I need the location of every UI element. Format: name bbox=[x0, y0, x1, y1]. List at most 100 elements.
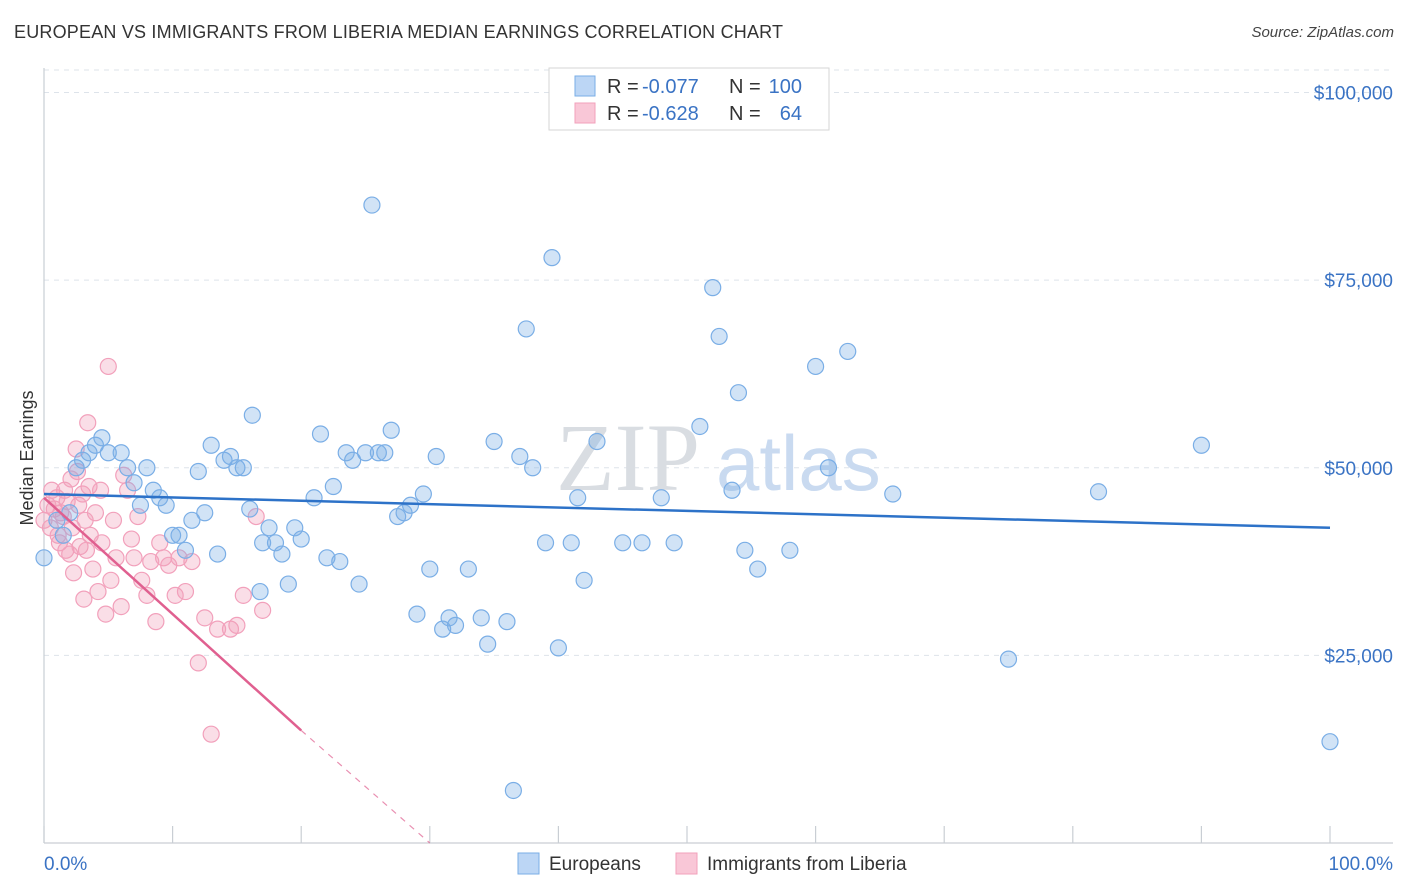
liberia-point bbox=[254, 601, 272, 619]
europeans-point bbox=[93, 429, 111, 447]
europeans-point bbox=[241, 500, 259, 518]
n-value-1: 100 bbox=[769, 76, 802, 98]
europeans-point bbox=[806, 357, 825, 376]
liberia-point bbox=[125, 549, 143, 567]
watermark-zip: ZIP bbox=[556, 404, 700, 511]
europeans-point bbox=[118, 459, 137, 477]
liberia-point bbox=[196, 609, 214, 627]
europeans-point bbox=[575, 571, 593, 589]
europeans-point bbox=[234, 459, 252, 477]
y-axis-label: Median Earnings bbox=[17, 390, 37, 525]
europeans-point bbox=[749, 560, 767, 578]
liberia-point bbox=[89, 582, 107, 601]
europeans-point bbox=[485, 432, 503, 451]
stats-legend-box bbox=[548, 67, 830, 131]
europeans-point bbox=[427, 447, 445, 466]
europeans-point bbox=[710, 327, 728, 346]
liberia-point bbox=[228, 616, 246, 634]
liberia-point bbox=[202, 725, 220, 743]
europeans-point bbox=[170, 526, 188, 544]
liberia-point bbox=[138, 586, 156, 604]
europeans-point bbox=[1089, 483, 1108, 501]
europeans-point bbox=[459, 560, 477, 578]
europeans-point bbox=[839, 342, 857, 361]
watermark-atlas: atlas bbox=[716, 419, 881, 507]
europeans-point bbox=[588, 432, 606, 451]
legend-label-europeans: Europeans bbox=[549, 854, 641, 875]
europeans-point bbox=[421, 560, 439, 578]
europeans-point bbox=[536, 534, 555, 552]
europeans-point bbox=[704, 279, 722, 297]
europeans-point bbox=[524, 459, 542, 477]
europeans-point bbox=[260, 519, 278, 537]
liberia-point bbox=[107, 549, 125, 567]
europeans-point bbox=[157, 496, 175, 514]
liberia-point bbox=[75, 590, 93, 608]
europeans-point bbox=[472, 609, 490, 627]
liberia-point bbox=[129, 507, 147, 526]
y-tick-label: $50,000 bbox=[1324, 459, 1393, 480]
europeans-points bbox=[35, 196, 1339, 800]
europeans-point bbox=[305, 489, 323, 507]
legend-swatch-liberia bbox=[574, 102, 596, 124]
europeans-point bbox=[723, 481, 741, 499]
liberia-point bbox=[84, 560, 102, 578]
liberia-point bbox=[147, 613, 165, 631]
europeans-point bbox=[446, 616, 465, 634]
europeans-point bbox=[131, 496, 150, 514]
europeans-point bbox=[344, 451, 362, 469]
liberia-point bbox=[209, 620, 227, 638]
europeans-point bbox=[324, 477, 342, 496]
europeans-point bbox=[273, 545, 291, 563]
europeans-point bbox=[414, 485, 432, 503]
europeans-point bbox=[138, 459, 156, 477]
europeans-point bbox=[164, 526, 182, 544]
europeans-point bbox=[363, 196, 381, 214]
europeans-point bbox=[318, 549, 336, 567]
europeans-point bbox=[202, 436, 220, 454]
legend-label-liberia: Immigrants from Liberia bbox=[707, 854, 907, 875]
europeans-point bbox=[562, 534, 580, 552]
chart-title: EUROPEAN VS IMMIGRANTS FROM LIBERIA MEDI… bbox=[14, 22, 784, 42]
europeans-point bbox=[652, 489, 670, 507]
europeans-point bbox=[196, 504, 214, 522]
europeans-point bbox=[729, 384, 748, 402]
europeans-point bbox=[633, 534, 651, 552]
europeans-point bbox=[1321, 733, 1339, 751]
n-label-2: N = bbox=[729, 103, 761, 125]
n-value-2: 64 bbox=[780, 103, 802, 125]
liberia-point bbox=[166, 586, 184, 604]
europeans-point bbox=[369, 444, 387, 462]
liberia-point bbox=[189, 654, 207, 672]
liberia-point bbox=[234, 586, 252, 604]
y-tick-labels: $25,000 $50,000 $75,000 $100,000 bbox=[1314, 84, 1393, 668]
liberia-points bbox=[35, 357, 272, 743]
r-label-2: R = bbox=[607, 103, 639, 125]
europeans-point bbox=[819, 459, 838, 477]
europeans-point bbox=[99, 444, 117, 462]
europeans-point bbox=[543, 249, 561, 267]
trend-lines bbox=[43, 492, 1331, 844]
europeans-point bbox=[1192, 436, 1211, 454]
europeans-point bbox=[243, 406, 261, 424]
europeans-point bbox=[35, 549, 53, 567]
liberia-trend-extension bbox=[300, 729, 431, 844]
liberia-point bbox=[97, 605, 115, 623]
watermark: ZIP atlas bbox=[556, 404, 881, 511]
liberia-trend-line bbox=[43, 496, 303, 732]
r-value-2: -0.628 bbox=[642, 103, 699, 125]
grid-lines bbox=[44, 69, 1393, 656]
y-tick-label: $100,000 bbox=[1314, 84, 1393, 105]
europeans-point bbox=[176, 541, 195, 559]
europeans-point bbox=[504, 781, 522, 800]
europeans-point bbox=[251, 582, 269, 601]
y-tick-label: $75,000 bbox=[1324, 271, 1393, 292]
europeans-trend-line bbox=[43, 492, 1331, 530]
r-label-1: R = bbox=[607, 76, 639, 98]
europeans-point bbox=[48, 511, 66, 529]
n-label-1: N = bbox=[729, 76, 761, 98]
liberia-point bbox=[77, 541, 96, 559]
liberia-point bbox=[142, 552, 160, 571]
stats-legend: R = -0.077 N = 100 R = -0.628 N = 64 bbox=[548, 67, 830, 131]
